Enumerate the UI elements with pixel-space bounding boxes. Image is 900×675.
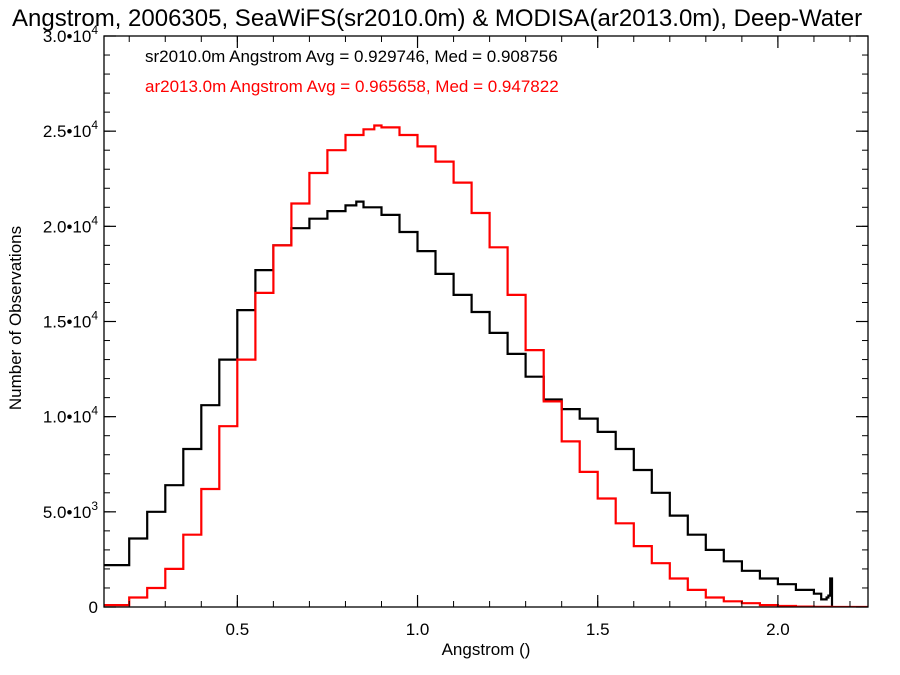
y-axis-label: Number of Observations [6,226,25,410]
plot-frame [103,35,869,608]
y-tick-label: 5.0•103 [43,499,99,522]
y-tick-label: 2.0•104 [43,213,99,236]
x-tick-label: 1.5 [586,620,610,639]
x-axis-label: Angstrom () [442,640,531,659]
annotation-sr2010: sr2010.0m Angstrom Avg = 0.929746, Med =… [145,47,558,66]
y-tick-label: 2.5•104 [43,118,99,141]
x-tick-label: 1.0 [406,620,430,639]
series-line-1 [104,124,868,607]
axes-layer: 0.5 1.0 1.5 2.0 0 5.0•103 1.0•104 1.5•104 2.0•10… [43,23,869,639]
y-tick-label: 0 [89,598,98,617]
y-tick-label: 1.5•104 [43,309,99,332]
series-layer [104,124,868,607]
chart-title: Angstrom, 2006305, SeaWiFS(sr2010.0m) & … [12,5,862,32]
x-tick-label: 2.0 [766,620,790,639]
x-tick-label: 0.5 [226,620,250,639]
annotation-ar2013: ar2013.0m Angstrom Avg = 0.965658, Med =… [145,77,559,96]
y-tick-label: 3.0•104 [43,23,99,46]
y-tick-label: 1.0•104 [43,404,99,427]
series-line-0 [104,200,834,607]
